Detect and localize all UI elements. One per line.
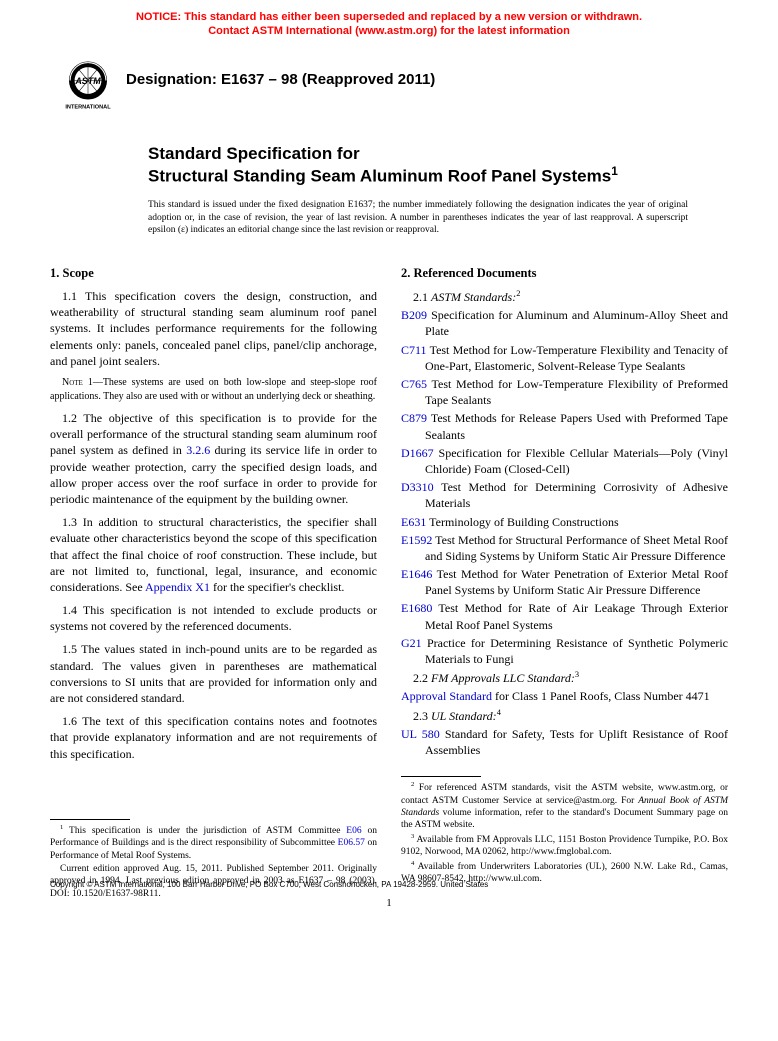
right-footnotes: 2 For referenced ASTM standards, visit t… xyxy=(401,776,728,885)
sub1-text: ASTM Standards: xyxy=(431,290,516,304)
header: ASTM INTERNATIONAL Designation: E1637 – … xyxy=(50,57,728,113)
astm-ref-list: B209 Specification for Aluminum and Alum… xyxy=(401,307,728,667)
sub3-text: UL Standard: xyxy=(431,709,497,723)
ref-text: Test Method for Low-Temperature Flexibil… xyxy=(425,377,728,407)
sub2-num: 2.2 xyxy=(413,671,431,685)
footnote-3: 3 Available from FM Approvals LLC, 1151 … xyxy=(401,833,728,859)
ref-item: E1680 Test Method for Rate of Air Leakag… xyxy=(401,600,728,632)
ref-item: C879 Test Methods for Release Papers Use… xyxy=(401,410,728,442)
footnote-rule-right xyxy=(401,776,481,777)
designation-text: Designation: E1637 – 98 (Reapproved 2011… xyxy=(126,71,435,88)
ref-code-link[interactable]: E631 xyxy=(401,515,426,529)
fn3-text: Available from FM Approvals LLC, 1151 Bo… xyxy=(401,835,728,857)
sub2-text: FM Approvals LLC Standard: xyxy=(431,671,575,685)
document-page: NOTICE: This standard has either been su… xyxy=(0,0,778,921)
sub2-sup: 3 xyxy=(575,670,579,679)
refs-sub-fm: 2.2 FM Approvals LLC Standard:3 xyxy=(401,669,728,686)
para-1-3: 1.3 In addition to structural characteri… xyxy=(50,514,377,595)
ref-item: C765 Test Method for Low-Temperature Fle… xyxy=(401,376,728,408)
document-title: Standard Specification for Structural St… xyxy=(148,143,728,187)
footnote-rule-left xyxy=(50,819,130,820)
ref-fm-text: for Class 1 Panel Roofs, Class Number 44… xyxy=(492,689,710,703)
fn2b: volume information, refer to the standar… xyxy=(401,808,728,830)
fn1a: This specification is under the jurisdic… xyxy=(63,826,346,836)
para-1-4: 1.4 This specification is not intended t… xyxy=(50,602,377,634)
astm-logo: ASTM INTERNATIONAL xyxy=(60,57,116,113)
title-block: Standard Specification for Structural St… xyxy=(148,143,728,187)
ref-text: Terminology of Building Constructions xyxy=(426,515,618,529)
ref-code-link[interactable]: E1646 xyxy=(401,567,432,581)
sub3-sup: 4 xyxy=(497,708,501,717)
ref-text: Practice for Determining Resistance of S… xyxy=(422,636,728,666)
footnote-1: 1 This specification is under the jurisd… xyxy=(50,824,377,862)
ref-text: Test Method for Water Penetration of Ext… xyxy=(425,567,728,597)
notice-line2: Contact ASTM International (www.astm.org… xyxy=(208,25,570,37)
refs-heading: 2. Referenced Documents xyxy=(401,265,728,282)
ref-code-link[interactable]: G21 xyxy=(401,636,422,650)
notice-line1: NOTICE: This standard has either been su… xyxy=(136,11,642,23)
scope-heading: 1. Scope xyxy=(50,265,377,282)
svg-text:ASTM: ASTM xyxy=(74,75,101,85)
sub1-sup: 2 xyxy=(516,289,520,298)
sub3-num: 2.3 xyxy=(413,709,431,723)
para-1-5: 1.5 The values stated in inch-pound unit… xyxy=(50,641,377,706)
ref-code-link[interactable]: C765 xyxy=(401,377,427,391)
ref-item: E631 Terminology of Building Constructio… xyxy=(401,514,728,530)
ref-text: Specification for Aluminum and Aluminum-… xyxy=(425,308,728,338)
footnote-2: 2 For referenced ASTM standards, visit t… xyxy=(401,781,728,832)
ref-code-link[interactable]: D3310 xyxy=(401,480,434,494)
link-e06[interactable]: E06 xyxy=(346,826,361,836)
two-column-body: 1. Scope 1.1 This specification covers t… xyxy=(50,265,728,901)
ref-item: D1667 Specification for Flexible Cellula… xyxy=(401,445,728,477)
ref-item: G21 Practice for Determining Resistance … xyxy=(401,635,728,667)
link-e06-57[interactable]: E06.57 xyxy=(338,838,365,848)
ref-fm-code[interactable]: Approval Standard xyxy=(401,689,492,703)
right-column: 2. Referenced Documents 2.1 ASTM Standar… xyxy=(401,265,728,901)
refs-sub-astm: 2.1 ASTM Standards:2 xyxy=(401,288,728,305)
sub1-num: 2.1 xyxy=(413,290,431,304)
notice-banner: NOTICE: This standard has either been su… xyxy=(50,10,728,39)
refs-sub-ul: 2.3 UL Standard:4 xyxy=(401,707,728,724)
page-number: 1 xyxy=(0,897,778,909)
ref-text: Test Method for Low-Temperature Flexibil… xyxy=(425,343,728,373)
ref-code-link[interactable]: C879 xyxy=(401,411,427,425)
ref-item: E1592 Test Method for Structural Perform… xyxy=(401,532,728,564)
link-3-2-6[interactable]: 3.2.6 xyxy=(186,443,210,457)
ref-item: E1646 Test Method for Water Penetration … xyxy=(401,566,728,598)
ref-text: Test Method for Determining Corrosivity … xyxy=(425,480,728,510)
note-1-text: 1—These systems are used on both low-slo… xyxy=(50,377,377,402)
title-line1: Standard Specification for xyxy=(148,144,360,163)
ref-text: Specification for Flexible Cellular Mate… xyxy=(425,446,728,476)
ref-code-link[interactable]: E1592 xyxy=(401,533,432,547)
ref-item: C711 Test Method for Low-Temperature Fle… xyxy=(401,342,728,374)
ref-ul-text: Standard for Safety, Tests for Uplift Re… xyxy=(425,727,728,757)
para-1-1: 1.1 This specification covers the design… xyxy=(50,288,377,369)
title-line2: Structural Standing Seam Aluminum Roof P… xyxy=(148,167,611,186)
note-label: Note xyxy=(62,377,88,388)
issuance-note: This standard is issued under the fixed … xyxy=(148,199,688,237)
ref-ul: UL 580 Standard for Safety, Tests for Up… xyxy=(401,726,728,758)
ref-text: Test Methods for Release Papers Used wit… xyxy=(425,411,728,441)
ref-item: D3310 Test Method for Determining Corros… xyxy=(401,479,728,511)
left-column: 1. Scope 1.1 This specification covers t… xyxy=(50,265,377,901)
link-appendix-x1[interactable]: Appendix X1 xyxy=(145,580,210,594)
ref-fm: Approval Standard for Class 1 Panel Roof… xyxy=(401,688,728,704)
ref-code-link[interactable]: D1667 xyxy=(401,446,434,460)
ref-ul-code[interactable]: UL 580 xyxy=(401,727,440,741)
note-1: Note 1—These systems are used on both lo… xyxy=(50,376,377,403)
ref-code-link[interactable]: E1680 xyxy=(401,601,432,615)
ref-code-link[interactable]: C711 xyxy=(401,343,427,357)
ref-item: B209 Specification for Aluminum and Alum… xyxy=(401,307,728,339)
para-1-2: 1.2 The objective of this specification … xyxy=(50,410,377,507)
copyright-line: Copyright © ASTM International, 100 Barr… xyxy=(50,880,488,889)
title-superscript: 1 xyxy=(611,164,618,178)
ref-text: Test Method for Structural Performance o… xyxy=(425,533,728,563)
ref-code-link[interactable]: B209 xyxy=(401,308,427,322)
para-1-3b: for the specifier's checklist. xyxy=(210,580,344,594)
svg-text:INTERNATIONAL: INTERNATIONAL xyxy=(65,104,111,110)
ref-text: Test Method for Rate of Air Leakage Thro… xyxy=(425,601,728,631)
para-1-6: 1.6 The text of this specification conta… xyxy=(50,713,377,762)
